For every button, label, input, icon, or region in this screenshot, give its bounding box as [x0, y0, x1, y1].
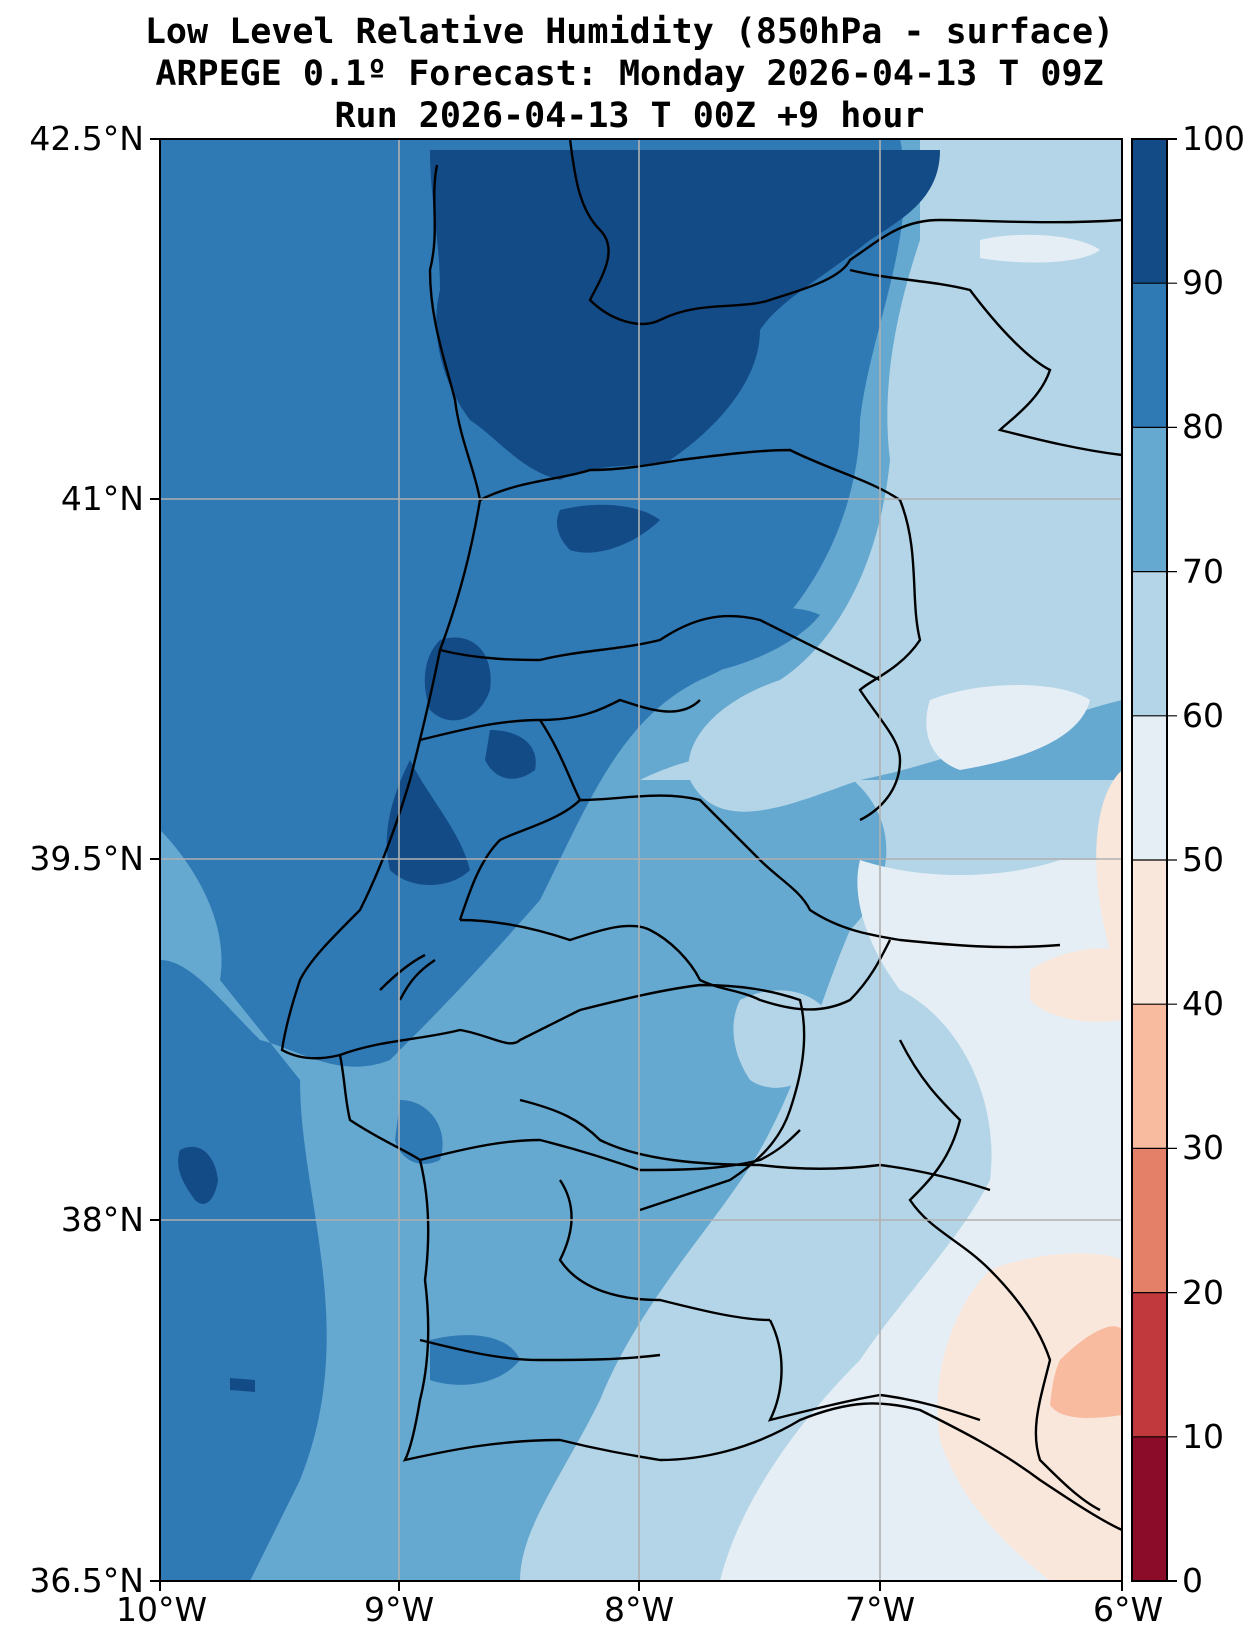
coastline-and-borders	[280, 139, 1122, 1532]
title-line-3: Run 2026-04-13 T 00Z +9 hour	[334, 96, 925, 136]
colorbar-bin-20-30	[1132, 1148, 1167, 1294]
colorbar-label-40: 40	[1182, 984, 1224, 1024]
colorbar-label-80: 80	[1182, 407, 1224, 447]
colorbar	[1131, 138, 1177, 1582]
lon-label-7w: 7°W	[845, 1590, 916, 1629]
humidity-field	[160, 139, 1122, 1581]
gridlines	[160, 139, 1122, 1581]
colorbar-bin-80-90	[1132, 283, 1167, 428]
colorbar-bin-90-100	[1132, 139, 1167, 284]
colorbar-label-0: 0	[1182, 1561, 1203, 1600]
colorbar-label-70: 70	[1182, 551, 1224, 591]
colorbar-bin-70-80	[1132, 427, 1167, 573]
lat-label-39-5: 39.5°N	[29, 839, 144, 878]
axis-ticks	[150, 138, 1123, 1591]
colorbar-label-30: 30	[1182, 1128, 1224, 1168]
colorbar-label-90: 90	[1182, 263, 1224, 303]
title-line-1: Low Level Relative Humidity (850hPa - su…	[144, 12, 1115, 52]
title-line-2: ARPEGE 0.1º Forecast: Monday 2026-04-13 …	[155, 54, 1104, 94]
colorbar-label-100: 100	[1182, 119, 1245, 158]
lon-label-8w: 8°W	[604, 1590, 675, 1629]
colorbar-bin-50-60	[1132, 715, 1167, 861]
lon-label-9w: 9°W	[364, 1590, 435, 1629]
lat-label-42-5: 42.5°N	[29, 119, 144, 158]
colorbar-label-60: 60	[1182, 695, 1224, 735]
colorbar-label-50: 50	[1182, 840, 1224, 879]
colorbar-bin-60-70	[1132, 571, 1167, 717]
colorbar-bin-0-10	[1132, 1436, 1167, 1582]
colorbar-bin-10-20	[1132, 1292, 1167, 1438]
lat-label-38: 38°N	[60, 1200, 144, 1239]
colorbar-bin-40-50	[1132, 860, 1167, 1005]
lon-label-10w: 10°W	[116, 1590, 208, 1629]
lat-label-36-5: 36.5°N	[29, 1561, 144, 1600]
colorbar-label-20: 20	[1182, 1272, 1224, 1312]
colorbar-bin-30-40	[1132, 1004, 1167, 1149]
lon-label-6w: 6°W	[1093, 1590, 1164, 1629]
lat-label-41: 41°N	[60, 479, 144, 518]
colorbar-label-10: 10	[1182, 1416, 1224, 1456]
